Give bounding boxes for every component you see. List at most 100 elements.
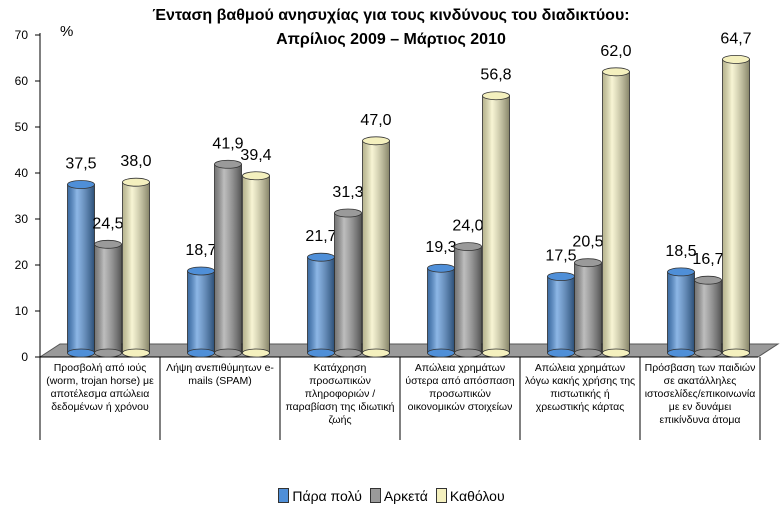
value-label: 37,5 xyxy=(65,156,96,173)
bar-shade xyxy=(667,271,695,353)
value-label: 24,0 xyxy=(452,218,483,235)
bar-base xyxy=(694,348,722,358)
bar-base xyxy=(482,348,510,358)
x-tick-label: Απώλεια χρημάτων ύστερα από απόσπαση προ… xyxy=(405,362,515,413)
bar-top xyxy=(67,180,95,189)
bar-shade xyxy=(94,244,122,353)
legend-swatch xyxy=(278,488,290,503)
bar-base xyxy=(722,348,750,358)
bar-top xyxy=(187,266,215,276)
value-label: 56,8 xyxy=(480,67,511,84)
bar-base xyxy=(667,348,695,358)
bar xyxy=(482,91,510,358)
bar-top xyxy=(574,258,602,268)
x-tick-label: Απώλεια χρημάτων λόγω κακής χρήσης της π… xyxy=(524,362,636,413)
bar-base xyxy=(67,348,95,358)
bar-shade xyxy=(214,164,242,353)
bar xyxy=(94,239,122,358)
bar-shade xyxy=(334,213,362,353)
value-label: 41,9 xyxy=(212,135,243,152)
legend-swatch xyxy=(369,488,381,503)
bar-top xyxy=(454,242,482,252)
y-tick-label: 40 xyxy=(15,166,29,180)
legend-label: Πάρα πολύ xyxy=(292,488,362,504)
value-label: 62,0 xyxy=(600,43,631,60)
value-label: 21,7 xyxy=(305,228,336,245)
y-tick-label: 30 xyxy=(15,212,29,226)
value-label: 64,7 xyxy=(720,30,751,47)
bar xyxy=(547,272,575,358)
bar-top xyxy=(122,177,150,187)
bar-base xyxy=(454,348,482,358)
bar-base xyxy=(427,348,455,358)
bar-base xyxy=(307,348,335,358)
y-tick-label: 10 xyxy=(15,304,29,318)
bar-base xyxy=(122,348,150,358)
bar xyxy=(602,67,630,358)
value-label: 18,7 xyxy=(185,242,216,259)
bar-top xyxy=(362,136,390,146)
bar-shade xyxy=(694,280,722,353)
value-label: 19,3 xyxy=(425,239,456,256)
bar-base xyxy=(602,348,630,358)
bar xyxy=(454,242,482,358)
x-tick-label: Λήψη ανεπιθύμητων e-mails (SPAM) xyxy=(166,362,274,387)
legend-swatch xyxy=(435,488,447,503)
x-tick-label: Προσβολή από ιούς (worm, trojan horse) μ… xyxy=(46,362,154,413)
value-label: 16,7 xyxy=(692,251,723,268)
bar-top xyxy=(547,272,575,281)
legend: Πάρα πολύ Αρκετά Καθόλου xyxy=(0,488,783,504)
legend-item: Αρκετά xyxy=(369,488,428,504)
bar-shade xyxy=(482,95,510,353)
bar-top xyxy=(214,159,242,169)
bar-shade xyxy=(362,140,390,353)
bar-top xyxy=(94,239,122,249)
bar-base xyxy=(547,348,575,358)
y-axis-label: % xyxy=(60,23,73,40)
bar-top xyxy=(602,67,630,77)
y-tick-label: 60 xyxy=(15,74,29,88)
bar-shade xyxy=(307,257,335,353)
bar xyxy=(242,171,270,358)
bar-top xyxy=(334,208,362,218)
bar-shade xyxy=(722,59,750,353)
value-label: 31,3 xyxy=(332,184,363,201)
bar-shade xyxy=(454,246,482,353)
bar-top xyxy=(667,267,695,277)
legend-item: Πάρα πολύ xyxy=(278,488,362,504)
value-label: 47,0 xyxy=(360,112,391,129)
bar xyxy=(214,159,242,358)
chart-title: Ένταση βαθμού ανησυχίας για τους κινδύνο… xyxy=(152,7,629,24)
value-label: 20,5 xyxy=(572,234,603,251)
bar-shade xyxy=(574,262,602,353)
bar-base xyxy=(574,348,602,358)
bar xyxy=(722,54,750,358)
bar xyxy=(307,252,335,358)
chart-subtitle: Απρίλιος 2009 – Μάρτιος 2010 xyxy=(276,31,506,48)
bar xyxy=(362,136,390,358)
bar-top xyxy=(694,275,722,285)
bar-base xyxy=(94,348,122,358)
bar-top xyxy=(307,252,335,262)
bar xyxy=(67,180,95,358)
bar-base xyxy=(214,348,242,358)
bar-shade xyxy=(242,175,270,353)
y-tick-label: 0 xyxy=(21,350,28,364)
bar-base xyxy=(187,348,215,358)
bar-base xyxy=(242,348,270,358)
value-label: 17,5 xyxy=(545,248,576,265)
bar-shade xyxy=(67,184,95,353)
bar-shade xyxy=(602,71,630,354)
bar xyxy=(122,177,150,358)
bar xyxy=(334,208,362,358)
bar-base xyxy=(362,348,390,358)
bar-shade xyxy=(122,182,150,353)
value-label: 24,5 xyxy=(92,215,123,232)
bar xyxy=(187,266,215,358)
value-label: 18,5 xyxy=(665,243,696,260)
bar-base xyxy=(334,348,362,358)
x-tick-label: Πρόσβαση των παιδιών σε ακατάλληλες ιστο… xyxy=(644,362,756,426)
bar-shade xyxy=(427,268,455,353)
